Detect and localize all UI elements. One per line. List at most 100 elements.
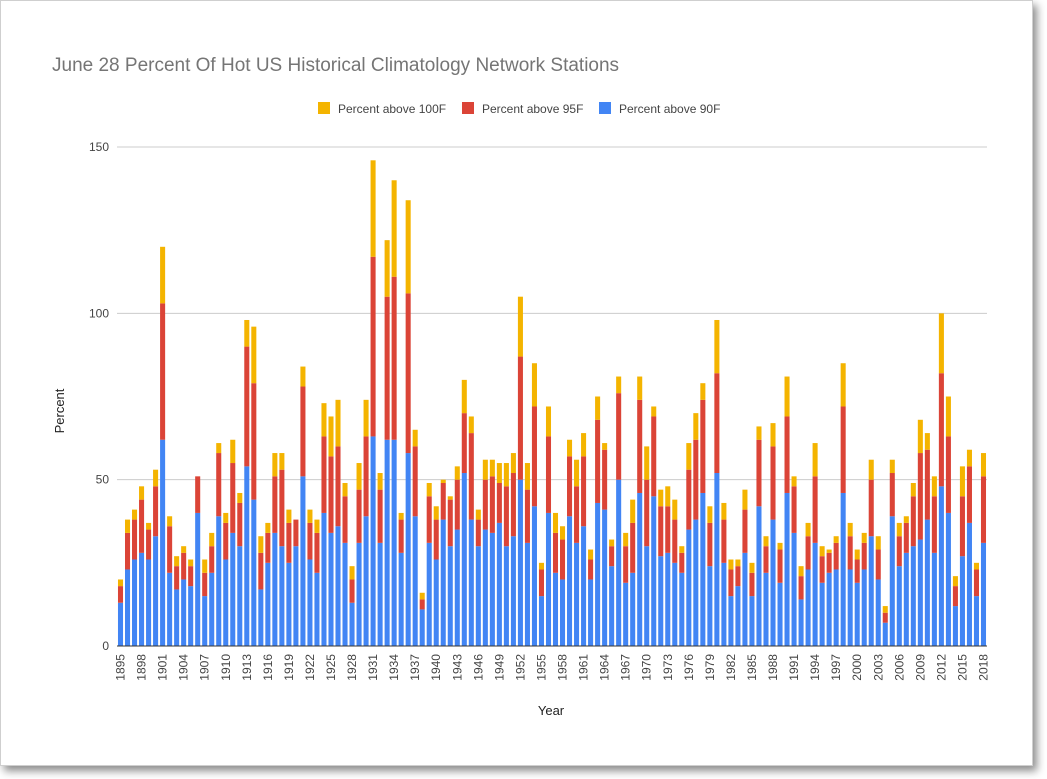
bar-segment-percent-above-90f-1912 — [237, 546, 243, 646]
bar-segment-percent-above-90f-1902 — [167, 572, 173, 646]
bar-segment-percent-above-90f-1972 — [658, 556, 664, 646]
bar-segment-percent-above-95f-1912 — [237, 502, 243, 547]
x-tick-label: 2018 — [976, 654, 990, 681]
x-tick-label: 1988 — [766, 654, 780, 681]
bar-segment-percent-above-95f-1922 — [307, 522, 313, 560]
bar-segment-percent-above-100f-2008 — [910, 482, 916, 497]
bar-segment-percent-above-100f-1956 — [545, 406, 552, 437]
bar-segment-percent-above-95f-1898 — [139, 499, 145, 553]
bar-segment-percent-above-95f-1945 — [468, 433, 474, 520]
bar-segment-percent-above-90f-1993 — [805, 569, 811, 646]
bar-segment-percent-above-100f-1921 — [300, 366, 306, 387]
bar-segment-percent-above-90f-1979 — [707, 566, 713, 646]
bar-segment-percent-above-100f-1915 — [258, 536, 264, 553]
bar-segment-percent-above-90f-1984 — [742, 552, 748, 646]
bar-segment-percent-above-90f-2015 — [959, 556, 965, 646]
legend-swatch-95f — [462, 102, 474, 114]
x-tick-label: 1937 — [408, 654, 422, 681]
legend-label-90f: Percent above 90F — [619, 102, 720, 116]
chart-title: June 28 Percent Of Hot US Historical Cli… — [52, 55, 619, 76]
x-tick-label: 1913 — [240, 654, 254, 681]
bar-segment-percent-above-90f-1954 — [531, 506, 537, 646]
bar-segment-percent-above-95f-2014 — [952, 586, 958, 607]
bar-segment-percent-above-100f-1913 — [244, 319, 250, 347]
bar-segment-percent-above-90f-1956 — [545, 512, 552, 646]
bar-segment-percent-above-90f-1933 — [384, 439, 390, 646]
bar-segment-percent-above-90f-2002 — [868, 536, 874, 646]
bar-segment-percent-above-90f-1913 — [244, 466, 250, 646]
bar-segment-percent-above-100f-1972 — [658, 489, 664, 507]
x-tick-label: 2006 — [892, 654, 906, 681]
bar-segment-percent-above-95f-1928 — [349, 579, 355, 603]
bar-segment-percent-above-95f-1960 — [574, 486, 580, 543]
bar-segment-percent-above-90f-1926 — [335, 526, 341, 646]
bar-segment-percent-above-95f-1900 — [153, 486, 159, 537]
x-tick-label: 2015 — [955, 654, 969, 681]
bar-segment-percent-above-100f-1924 — [321, 403, 327, 437]
bar-segment-percent-above-95f-1970 — [644, 479, 650, 547]
bar-segment-percent-above-90f-1989 — [777, 582, 783, 646]
legend-swatch-90f — [599, 102, 611, 114]
bar-segment-percent-above-100f-1973 — [665, 486, 671, 507]
x-tick-label: 1919 — [282, 654, 296, 681]
bar-segment-percent-above-100f-1909 — [216, 443, 222, 454]
bar-segment-percent-above-95f-1935 — [398, 519, 404, 553]
bar-segment-percent-above-95f-1930 — [363, 436, 369, 517]
bar-segment-percent-above-100f-1936 — [405, 200, 411, 294]
bar-segment-percent-above-95f-1897 — [132, 519, 138, 560]
bar-segment-percent-above-100f-1980 — [714, 319, 720, 374]
bar-segment-percent-above-100f-2009 — [917, 419, 923, 454]
x-tick-label: 1928 — [345, 654, 359, 681]
bar-segment-percent-above-90f-1955 — [538, 596, 544, 646]
bar-segment-percent-above-100f-1929 — [356, 463, 362, 490]
bar-segment-percent-above-100f-1896 — [125, 519, 131, 533]
bar-segment-percent-above-90f-2018 — [980, 542, 987, 646]
bar-segment-percent-above-90f-1958 — [560, 579, 566, 646]
bar-segment-percent-above-90f-1935 — [398, 552, 404, 646]
bar-segment-percent-above-100f-1895 — [117, 579, 124, 587]
bar-segment-percent-above-95f-1949 — [496, 482, 502, 523]
bar-segment-percent-above-95f-1918 — [279, 469, 285, 547]
bar-segment-percent-above-100f-1916 — [265, 522, 271, 533]
x-tick-label: 2000 — [850, 654, 864, 681]
bar-segment-percent-above-100f-1925 — [328, 416, 334, 457]
bar-segment-percent-above-95f-1986 — [756, 439, 762, 507]
bar-segment-percent-above-90f-1971 — [651, 496, 657, 646]
bar-segment-percent-above-90f-1953 — [524, 542, 530, 646]
bar-segment-percent-above-100f-1952 — [517, 296, 523, 357]
bar-segment-percent-above-100f-1970 — [644, 446, 650, 480]
bar-segment-percent-above-100f-2012 — [938, 313, 944, 374]
bar-segment-percent-above-95f-1908 — [209, 546, 215, 573]
x-tick-label: 1916 — [261, 654, 275, 681]
bar-segment-percent-above-100f-1918 — [279, 453, 285, 470]
bar-segment-percent-above-100f-1998 — [840, 363, 846, 407]
bar-segment-percent-above-90f-1922 — [307, 559, 313, 646]
bar-segment-percent-above-100f-1959 — [567, 439, 573, 457]
bar-segment-percent-above-100f-1960 — [574, 459, 580, 487]
bar-segment-percent-above-90f-1932 — [377, 542, 383, 646]
bar-segment-percent-above-95f-1956 — [545, 436, 552, 513]
bar-segment-percent-above-90f-1952 — [517, 479, 523, 646]
bar-segment-percent-above-95f-1939 — [426, 496, 432, 543]
x-tick-label: 1901 — [156, 654, 170, 681]
bar-segment-percent-above-100f-1900 — [153, 469, 159, 487]
bar-segment-percent-above-90f-1977 — [693, 519, 699, 646]
bar-segment-percent-above-100f-1967 — [623, 532, 629, 547]
bar-segment-percent-above-100f-1897 — [132, 509, 138, 520]
bar-segment-percent-above-90f-1910 — [223, 559, 229, 646]
bar-segment-percent-above-95f-2018 — [980, 476, 987, 543]
bar-segment-percent-above-95f-1917 — [272, 476, 278, 533]
bar-segment-percent-above-90f-1947 — [482, 529, 488, 646]
bar-segment-percent-above-90f-1951 — [510, 536, 516, 646]
bar-segment-percent-above-100f-1950 — [503, 463, 509, 487]
bar-segment-percent-above-90f-2013 — [945, 512, 951, 646]
bar-segment-percent-above-100f-1976 — [686, 443, 692, 470]
bar-segment-percent-above-100f-1914 — [251, 326, 257, 384]
bar-segment-percent-above-90f-1938 — [419, 609, 425, 646]
bar-segment-percent-above-95f-1977 — [693, 439, 699, 520]
bar-segment-percent-above-95f-1979 — [707, 522, 713, 567]
bar-segment-percent-above-95f-1925 — [328, 456, 334, 533]
bar-segment-percent-above-95f-2004 — [882, 612, 888, 623]
bar-segment-percent-above-90f-1957 — [552, 572, 559, 646]
x-tick-label: 1973 — [661, 654, 675, 681]
